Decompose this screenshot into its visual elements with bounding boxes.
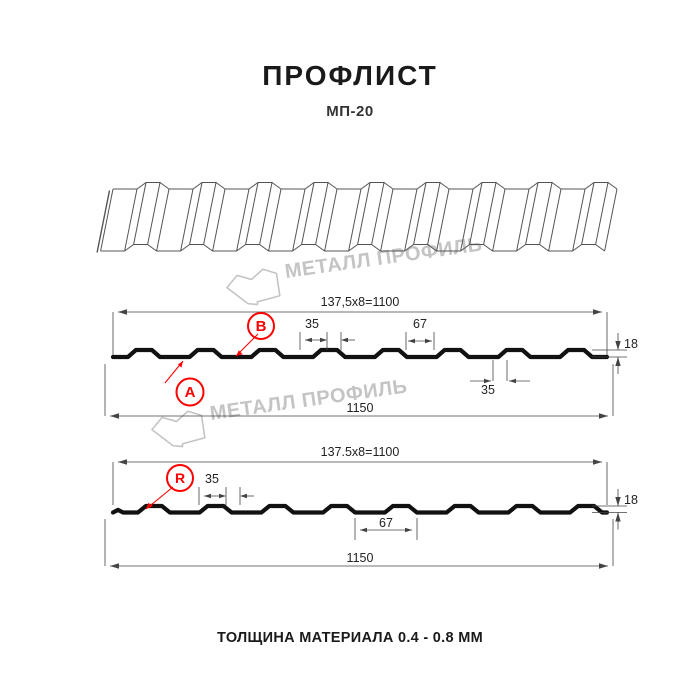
svg-text:35: 35 [205, 472, 219, 486]
svg-text:35: 35 [305, 317, 319, 331]
svg-text:18: 18 [624, 493, 638, 507]
svg-text:67: 67 [379, 516, 393, 530]
svg-text:1150: 1150 [347, 401, 374, 415]
svg-text:R: R [175, 470, 185, 486]
svg-text:B: B [256, 318, 267, 335]
svg-text:МП-20: МП-20 [326, 103, 373, 120]
svg-text:67: 67 [413, 317, 427, 331]
svg-text:35: 35 [481, 383, 495, 397]
svg-text:1150: 1150 [347, 551, 374, 565]
svg-text:137.5x8=1100: 137.5x8=1100 [321, 445, 400, 459]
svg-text:ПРОФЛИСТ: ПРОФЛИСТ [262, 60, 437, 91]
svg-text:137,5x8=1100: 137,5x8=1100 [321, 295, 400, 309]
svg-text:18: 18 [624, 337, 638, 351]
svg-text:A: A [185, 384, 196, 401]
svg-text:ТОЛЩИНА МАТЕРИАЛА 0.4 - 0.8 MМ: ТОЛЩИНА МАТЕРИАЛА 0.4 - 0.8 MМ [217, 630, 483, 646]
